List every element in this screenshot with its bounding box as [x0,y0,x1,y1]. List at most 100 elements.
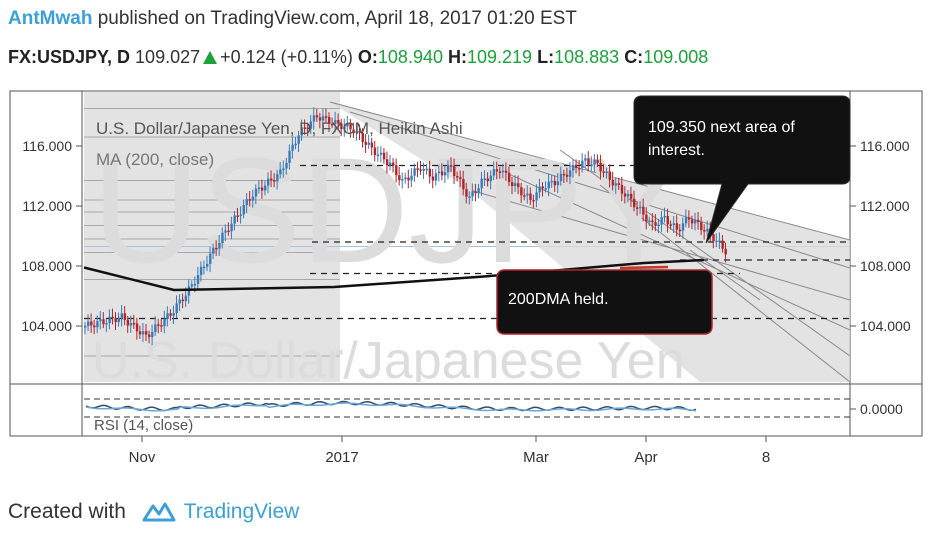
candle-body [626,193,630,197]
candle-body [507,172,511,183]
callout-200dma-text: 200DMA held. [508,291,609,308]
callout-200dma[interactable]: 200DMA held. [496,269,713,335]
candle-body [199,266,203,276]
y-tick-label-left: 112.000 [22,198,72,214]
x-tick-label: 2017 [325,449,358,466]
candle-body [544,188,547,190]
callout-interest[interactable]: 109.350 next area of interest. [633,95,851,244]
candle-body [462,179,465,190]
candle-body [181,299,184,302]
candle-body [120,313,123,319]
author-link[interactable]: AntMwah [8,8,93,29]
candle-body [358,130,361,133]
candle-body [666,215,669,225]
candle-body [456,175,459,178]
published-text: published on TradingView.com, April 18, … [97,8,577,29]
candle-body [578,168,581,170]
candle-body [480,178,483,189]
candle-body [413,168,416,176]
candle-body [532,200,535,202]
callout-interest-line2: interest. [648,142,705,159]
candle-body [694,220,697,224]
candle-body [419,169,422,171]
candle-body [364,141,367,145]
candle-body [572,164,575,171]
candle-body [382,152,386,160]
candle-body [337,120,340,124]
candle-body [434,173,438,181]
y-tick-label-left: 116.000 [22,138,72,154]
open-value: 108.940 [377,47,443,67]
candle-body [215,247,218,250]
last-price: 109.027 [135,47,201,67]
tradingview-brand[interactable]: TradingView [183,500,300,523]
candle-body [404,177,407,180]
candle-body [459,177,462,180]
candle-body [254,188,258,197]
candle-body [178,299,181,304]
ma-indicator-label: MA (200, close) [96,150,214,169]
candle-body [230,223,233,232]
candle-body [492,169,496,176]
candle-body [642,206,645,215]
candle-body [163,318,166,327]
candle-body [93,325,96,328]
candle-body [407,177,410,181]
candle-body [526,193,529,196]
price-chart[interactable]: USDJPY U.S. Dollar/Japanese Yen U.S. Dol… [0,86,932,546]
candle-body [132,322,136,325]
candle-body [206,263,209,267]
candle-body [398,175,401,181]
candle-body [257,187,261,190]
candle-body [224,230,227,233]
ma-touch-highlight [619,265,669,270]
open-label: O: [357,47,378,67]
candle-body [300,127,303,136]
candle-body [681,223,685,231]
candle-body [114,317,117,323]
candle-body [636,207,639,209]
watermark-name: U.S. Dollar/Japanese Yen [92,332,685,390]
candle-body [117,318,120,323]
candle-body [501,170,505,173]
candle-body [193,283,197,286]
candle-body [190,284,194,287]
candle-body [251,196,255,201]
candle-body [340,123,343,130]
candle-body [321,116,325,121]
candle-body [312,115,316,122]
candle-body [328,117,331,124]
candle-body [587,158,590,165]
candle-body [288,150,291,163]
candle-body [498,171,502,173]
candle-body [523,195,526,197]
watermark-symbol: USDJPY [92,126,684,294]
candle-body [84,326,87,328]
candle-body [477,188,480,194]
candle-body [239,214,242,216]
candle-body [346,123,349,127]
candle-body [263,185,267,191]
candle-body [236,215,239,217]
candle-body [721,240,724,249]
candle-body [248,199,252,201]
candle-body [684,217,688,224]
y-tick-label-right: 104.000 [860,318,911,334]
candle-body [126,319,130,326]
candle-body [431,176,435,181]
candle-body [541,186,544,189]
low-value: 108.883 [554,47,620,67]
candle-body [102,319,105,325]
candle-body [324,116,328,118]
channel-line [559,149,850,357]
candle-body [565,174,569,177]
candle-body [422,168,425,171]
candle-body [483,178,486,180]
candle-body [465,189,468,197]
callout-interest-line1: 109.350 next area of [648,119,795,136]
candle-body [315,115,319,118]
candle-body [202,266,206,269]
candle-body [605,171,608,174]
candle-body [331,123,334,126]
candle-body [221,232,224,244]
